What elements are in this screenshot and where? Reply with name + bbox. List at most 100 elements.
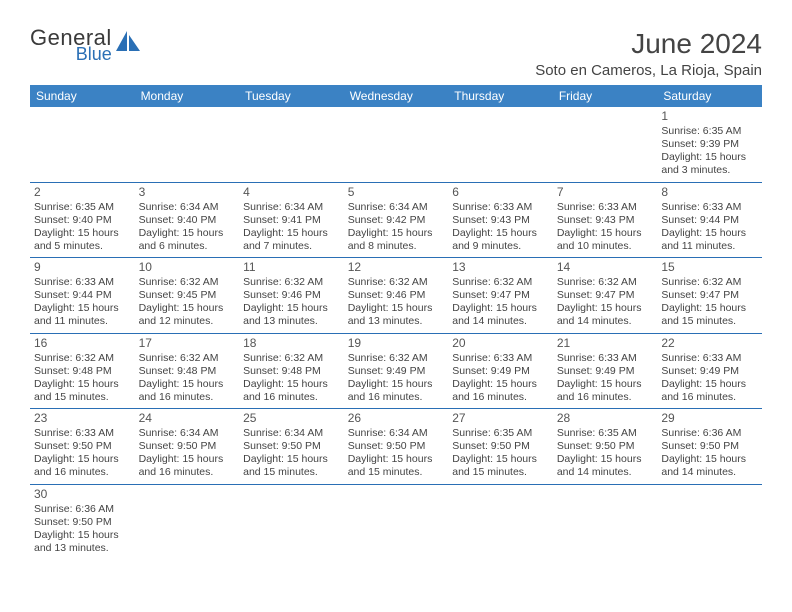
day-number: 16: [34, 336, 131, 351]
calendar-cell: 14Sunrise: 6:32 AMSunset: 9:47 PMDayligh…: [553, 258, 658, 334]
calendar-cell: 27Sunrise: 6:35 AMSunset: 9:50 PMDayligh…: [448, 409, 553, 485]
sunset-text: Sunset: 9:50 PM: [243, 440, 340, 453]
sunset-text: Sunset: 9:49 PM: [557, 365, 654, 378]
sunset-text: Sunset: 9:50 PM: [34, 516, 131, 529]
daylight-text: Daylight: 15 hours and 16 minutes.: [557, 378, 654, 404]
header: General Blue June 2024 Soto en Cameros, …: [30, 28, 762, 79]
sunrise-text: Sunrise: 6:33 AM: [452, 201, 549, 214]
day-header: Wednesday: [344, 85, 449, 107]
daylight-text: Daylight: 15 hours and 6 minutes.: [139, 227, 236, 253]
day-number: 5: [348, 185, 445, 200]
daylight-text: Daylight: 15 hours and 13 minutes.: [34, 529, 131, 555]
day-number: 17: [139, 336, 236, 351]
daylight-text: Daylight: 15 hours and 16 minutes.: [348, 378, 445, 404]
day-number: 15: [661, 260, 758, 275]
sunset-text: Sunset: 9:39 PM: [661, 138, 758, 151]
calendar-cell-empty: [344, 107, 449, 182]
daylight-text: Daylight: 15 hours and 7 minutes.: [243, 227, 340, 253]
daylight-text: Daylight: 15 hours and 15 minutes.: [661, 302, 758, 328]
calendar-cell: 10Sunrise: 6:32 AMSunset: 9:45 PMDayligh…: [135, 258, 240, 334]
day-number: 2: [34, 185, 131, 200]
calendar-cell: 24Sunrise: 6:34 AMSunset: 9:50 PMDayligh…: [135, 409, 240, 485]
day-number: 18: [243, 336, 340, 351]
calendar-cell: 30Sunrise: 6:36 AMSunset: 9:50 PMDayligh…: [30, 484, 135, 559]
day-header: Sunday: [30, 85, 135, 107]
sunrise-text: Sunrise: 6:32 AM: [661, 276, 758, 289]
calendar-cell-empty: [448, 484, 553, 559]
calendar-row: 30Sunrise: 6:36 AMSunset: 9:50 PMDayligh…: [30, 484, 762, 559]
sunrise-text: Sunrise: 6:32 AM: [452, 276, 549, 289]
daylight-text: Daylight: 15 hours and 14 minutes.: [661, 453, 758, 479]
sunset-text: Sunset: 9:43 PM: [557, 214, 654, 227]
sunrise-text: Sunrise: 6:35 AM: [452, 427, 549, 440]
brand-blue: Blue: [30, 46, 112, 62]
day-number: 11: [243, 260, 340, 275]
calendar-cell: 12Sunrise: 6:32 AMSunset: 9:46 PMDayligh…: [344, 258, 449, 334]
day-number: 25: [243, 411, 340, 426]
sunset-text: Sunset: 9:41 PM: [243, 214, 340, 227]
daylight-text: Daylight: 15 hours and 3 minutes.: [661, 151, 758, 177]
title-block: June 2024 Soto en Cameros, La Rioja, Spa…: [535, 28, 762, 79]
daylight-text: Daylight: 15 hours and 16 minutes.: [139, 378, 236, 404]
calendar-cell: 13Sunrise: 6:32 AMSunset: 9:47 PMDayligh…: [448, 258, 553, 334]
sunset-text: Sunset: 9:50 PM: [557, 440, 654, 453]
sunrise-text: Sunrise: 6:32 AM: [139, 276, 236, 289]
calendar-cell: 9Sunrise: 6:33 AMSunset: 9:44 PMDaylight…: [30, 258, 135, 334]
daylight-text: Daylight: 15 hours and 16 minutes.: [452, 378, 549, 404]
calendar-body: 1Sunrise: 6:35 AMSunset: 9:39 PMDaylight…: [30, 107, 762, 559]
day-header: Monday: [135, 85, 240, 107]
day-number: 29: [661, 411, 758, 426]
sunrise-text: Sunrise: 6:36 AM: [661, 427, 758, 440]
calendar-cell: 8Sunrise: 6:33 AMSunset: 9:44 PMDaylight…: [657, 182, 762, 258]
calendar-cell-empty: [30, 107, 135, 182]
sunrise-text: Sunrise: 6:34 AM: [139, 427, 236, 440]
sunset-text: Sunset: 9:48 PM: [243, 365, 340, 378]
day-header: Thursday: [448, 85, 553, 107]
calendar-cell: 19Sunrise: 6:32 AMSunset: 9:49 PMDayligh…: [344, 333, 449, 409]
sunrise-text: Sunrise: 6:34 AM: [348, 427, 445, 440]
calendar-cell-empty: [344, 484, 449, 559]
calendar-cell: 11Sunrise: 6:32 AMSunset: 9:46 PMDayligh…: [239, 258, 344, 334]
day-number: 30: [34, 487, 131, 502]
calendar-cell: 18Sunrise: 6:32 AMSunset: 9:48 PMDayligh…: [239, 333, 344, 409]
day-number: 26: [348, 411, 445, 426]
day-number: 20: [452, 336, 549, 351]
day-number: 14: [557, 260, 654, 275]
calendar-cell: 7Sunrise: 6:33 AMSunset: 9:43 PMDaylight…: [553, 182, 658, 258]
sunrise-text: Sunrise: 6:33 AM: [661, 201, 758, 214]
sunset-text: Sunset: 9:50 PM: [34, 440, 131, 453]
calendar-cell: 2Sunrise: 6:35 AMSunset: 9:40 PMDaylight…: [30, 182, 135, 258]
day-header: Friday: [553, 85, 658, 107]
daylight-text: Daylight: 15 hours and 15 minutes.: [243, 453, 340, 479]
sunset-text: Sunset: 9:50 PM: [452, 440, 549, 453]
calendar-cell: 25Sunrise: 6:34 AMSunset: 9:50 PMDayligh…: [239, 409, 344, 485]
daylight-text: Daylight: 15 hours and 14 minutes.: [452, 302, 549, 328]
sunset-text: Sunset: 9:47 PM: [557, 289, 654, 302]
daylight-text: Daylight: 15 hours and 16 minutes.: [34, 453, 131, 479]
sunset-text: Sunset: 9:43 PM: [452, 214, 549, 227]
daylight-text: Daylight: 15 hours and 16 minutes.: [139, 453, 236, 479]
calendar-cell-empty: [553, 107, 658, 182]
day-number: 23: [34, 411, 131, 426]
day-header: Saturday: [657, 85, 762, 107]
day-number: 13: [452, 260, 549, 275]
daylight-text: Daylight: 15 hours and 12 minutes.: [139, 302, 236, 328]
daylight-text: Daylight: 15 hours and 15 minutes.: [34, 378, 131, 404]
sunrise-text: Sunrise: 6:33 AM: [557, 352, 654, 365]
sunset-text: Sunset: 9:49 PM: [452, 365, 549, 378]
day-number: 8: [661, 185, 758, 200]
sunrise-text: Sunrise: 6:34 AM: [348, 201, 445, 214]
sunset-text: Sunset: 9:44 PM: [34, 289, 131, 302]
calendar-cell: 1Sunrise: 6:35 AMSunset: 9:39 PMDaylight…: [657, 107, 762, 182]
daylight-text: Daylight: 15 hours and 11 minutes.: [34, 302, 131, 328]
sunrise-text: Sunrise: 6:32 AM: [348, 276, 445, 289]
sunrise-text: Sunrise: 6:32 AM: [139, 352, 236, 365]
sunset-text: Sunset: 9:50 PM: [348, 440, 445, 453]
day-number: 28: [557, 411, 654, 426]
sunrise-text: Sunrise: 6:33 AM: [661, 352, 758, 365]
daylight-text: Daylight: 15 hours and 14 minutes.: [557, 302, 654, 328]
day-number: 19: [348, 336, 445, 351]
daylight-text: Daylight: 15 hours and 13 minutes.: [348, 302, 445, 328]
sunset-text: Sunset: 9:42 PM: [348, 214, 445, 227]
calendar-row: 9Sunrise: 6:33 AMSunset: 9:44 PMDaylight…: [30, 258, 762, 334]
